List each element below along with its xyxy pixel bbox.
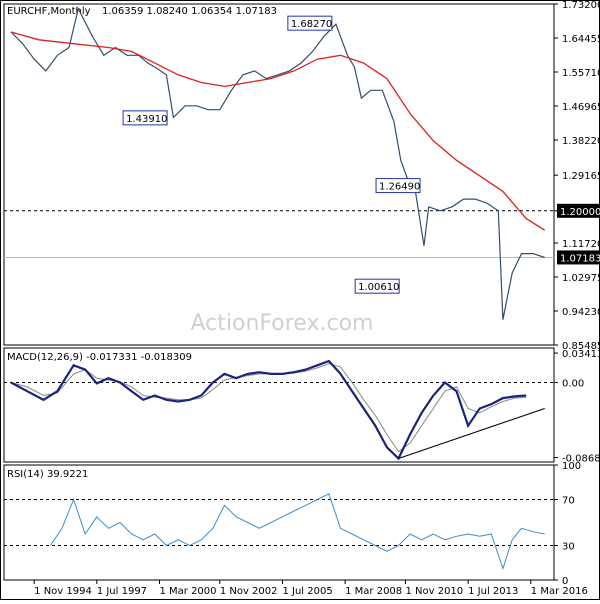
ohlc-readout: 1.06359 1.08240 1.06354 1.07183 — [102, 6, 277, 17]
y-tick-label: 0 — [562, 576, 568, 587]
macd-trendline — [398, 408, 545, 459]
x-tick-label: 1 Mar 2008 — [345, 586, 402, 597]
current-price-label: 1.07183 — [560, 253, 600, 264]
annotation-label: 1.00610 — [358, 282, 399, 293]
series-line-1 — [10, 31, 546, 231]
y-tick-label: -0.086849 — [562, 454, 600, 465]
y-tick-label: 70 — [562, 496, 575, 507]
panel-border — [3, 347, 555, 463]
annotation-label: 1.43910 — [126, 114, 167, 125]
y-tick-label: 0.00 — [562, 379, 584, 390]
x-tick-label: 1 Nov 2002 — [220, 586, 278, 597]
annotation-box — [375, 178, 421, 194]
x-tick-label: 1 Jul 1997 — [97, 586, 147, 597]
signal-line — [10, 362, 527, 453]
x-tick-label: 1 Mar 2000 — [159, 586, 216, 597]
panel-border — [3, 3, 555, 346]
reference-label-box — [557, 203, 600, 218]
annotation-label: 1.68270 — [291, 19, 332, 30]
rsi-title: RSI(14) 39.9221 — [7, 469, 88, 480]
y-tick-label: 0.94230 — [562, 307, 600, 318]
annotation-box — [287, 15, 333, 31]
y-tick-label: 0.034137 — [562, 349, 600, 360]
y-tick-label: 1.55710 — [562, 68, 600, 79]
y-tick-label: 0.85485 — [562, 341, 600, 352]
rsi-line — [49, 493, 545, 571]
x-tick-label: 1 Mar 2016 — [531, 586, 588, 597]
watermark: ActionForex.com — [191, 311, 374, 336]
y-tick-label: 30 — [562, 542, 575, 553]
series-line-0 — [10, 6, 545, 320]
current-price-box — [557, 250, 600, 265]
y-tick-label: 1.02975 — [562, 273, 600, 284]
annotation-box — [122, 110, 168, 126]
macd-title: MACD(12,26,9) -0.017331 -0.018309 — [7, 352, 192, 363]
panel-border — [3, 464, 555, 581]
y-tick-label: 1.73200 — [562, 0, 600, 11]
x-tick-label: 1 Nov 2010 — [405, 586, 463, 597]
annotation-label: 1.26490 — [379, 182, 420, 193]
x-tick-label: 1 Nov 1994 — [34, 586, 92, 597]
y-tick-label: 1.11720 — [562, 239, 600, 250]
y-tick-label: 1.64455 — [562, 34, 600, 45]
y-tick-label: 1.46965 — [562, 102, 600, 113]
chart-title: EURCHF,Monthly — [7, 6, 91, 17]
annotation-box — [354, 278, 400, 294]
y-tick-label: 1.29165 — [562, 171, 600, 182]
x-tick-label: 1 Jul 2013 — [468, 586, 518, 597]
reference-label: 1.20000 — [560, 207, 600, 218]
x-tick-label: 1 Jul 2005 — [282, 586, 332, 597]
y-tick-label: 1.38220 — [562, 136, 600, 147]
y-tick-label: 100 — [562, 461, 581, 472]
macd-line — [10, 359, 527, 461]
